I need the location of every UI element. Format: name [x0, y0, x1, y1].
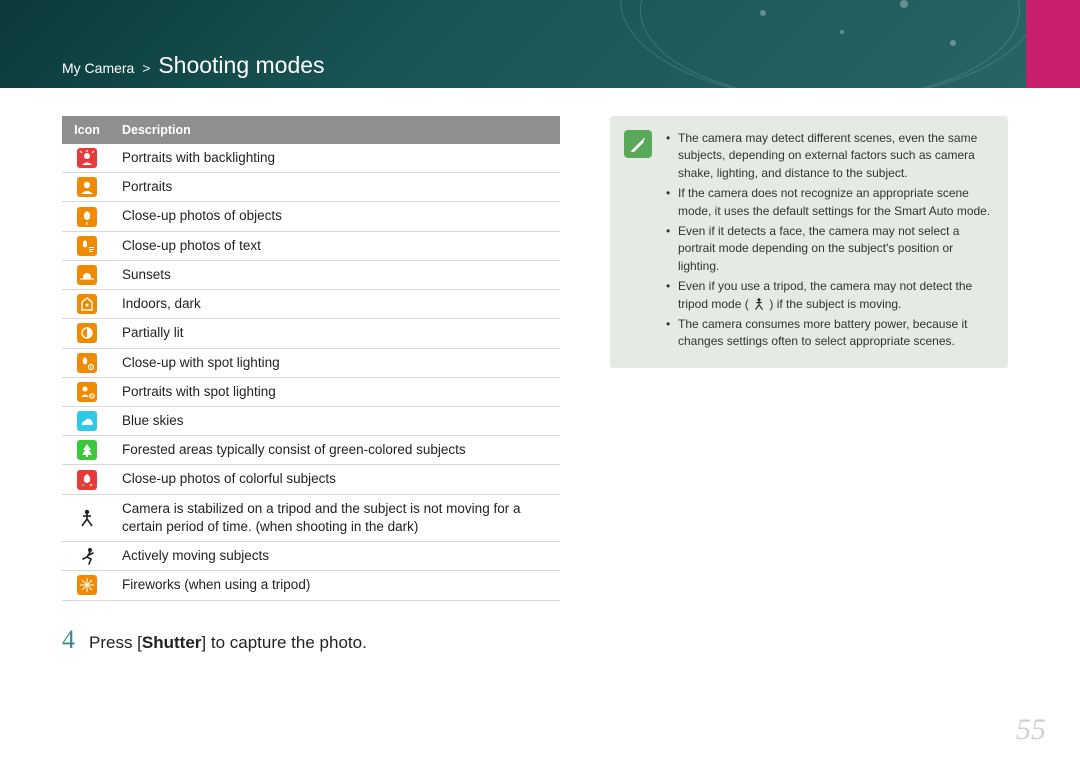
description-cell: Indoors, dark [112, 290, 560, 319]
header-decoration [640, 0, 1040, 88]
icon-cell [62, 202, 112, 231]
page-title: Shooting modes [158, 52, 324, 78]
description-cell: Fireworks (when using a tripod) [112, 571, 560, 600]
description-cell: Portraits with spot lighting [112, 377, 560, 406]
note-item: The camera may detect different scenes, … [666, 130, 992, 182]
portrait-icon [77, 177, 97, 197]
macro-color-icon [77, 470, 97, 490]
fireworks-icon [77, 575, 97, 595]
table-row: Blue skies [62, 406, 560, 435]
note-box: The camera may detect different scenes, … [610, 116, 1008, 368]
icon-cell [62, 542, 112, 571]
table-row: Close-up photos of text [62, 231, 560, 260]
icon-cell [62, 494, 112, 541]
action-icon [77, 546, 97, 566]
icon-cell [62, 406, 112, 435]
table-row: Close-up photos of colorful subjects [62, 465, 560, 494]
portrait-backlight-icon [77, 148, 97, 168]
partially-lit-icon [77, 323, 97, 343]
icon-cell [62, 465, 112, 494]
icon-cell [62, 290, 112, 319]
breadcrumb-separator: > [138, 60, 154, 76]
icon-cell [62, 436, 112, 465]
forest-icon [77, 440, 97, 460]
description-cell: Blue skies [112, 406, 560, 435]
icon-cell [62, 348, 112, 377]
icon-cell [62, 231, 112, 260]
macro-spot-icon [77, 353, 97, 373]
sunset-icon [77, 265, 97, 285]
step-text: Press [Shutter] to capture the photo. [89, 633, 367, 653]
description-cell: Forested areas typically consist of gree… [112, 436, 560, 465]
indoor-dark-icon [77, 294, 97, 314]
macro-text-icon [77, 236, 97, 256]
note-item: The camera consumes more battery power, … [666, 316, 992, 351]
step-number: 4 [62, 625, 75, 655]
tripod-icon [77, 508, 97, 528]
description-cell: Portraits [112, 173, 560, 202]
icon-cell [62, 571, 112, 600]
description-cell: Close-up with spot lighting [112, 348, 560, 377]
breadcrumb: My Camera > Shooting modes [62, 52, 325, 79]
scene-icon-table: Icon Description Portraits with backligh… [62, 116, 560, 601]
instruction-step: 4 Press [Shutter] to capture the photo. [62, 625, 560, 655]
page-number: 55 [1016, 713, 1046, 747]
note-item: If the camera does not recognize an appr… [666, 185, 992, 220]
description-cell: Portraits with backlighting [112, 144, 560, 173]
macro-object-icon [77, 207, 97, 227]
note-item: Even if you use a tripod, the camera may… [666, 278, 992, 313]
blue-sky-icon [77, 411, 97, 431]
table-row: Fireworks (when using a tripod) [62, 571, 560, 600]
icon-cell [62, 377, 112, 406]
col-header-icon: Icon [62, 116, 112, 144]
table-row: Forested areas typically consist of gree… [62, 436, 560, 465]
tripod-icon [752, 297, 766, 311]
description-cell: Partially lit [112, 319, 560, 348]
icon-cell [62, 319, 112, 348]
table-row: Close-up with spot lighting [62, 348, 560, 377]
table-row: Actively moving subjects [62, 542, 560, 571]
table-row: Camera is stabilized on a tripod and the… [62, 494, 560, 541]
icon-cell [62, 260, 112, 289]
breadcrumb-parent: My Camera [62, 60, 134, 76]
icon-cell [62, 173, 112, 202]
description-cell: Close-up photos of colorful subjects [112, 465, 560, 494]
description-cell: Actively moving subjects [112, 542, 560, 571]
description-cell: Close-up photos of objects [112, 202, 560, 231]
description-cell: Sunsets [112, 260, 560, 289]
description-cell: Camera is stabilized on a tripod and the… [112, 494, 560, 541]
page-header: My Camera > Shooting modes [0, 0, 1080, 88]
table-row: Portraits with spot lighting [62, 377, 560, 406]
table-row: Portraits with backlighting [62, 144, 560, 173]
table-row: Portraits [62, 173, 560, 202]
table-row: Close-up photos of objects [62, 202, 560, 231]
icon-cell [62, 144, 112, 173]
col-header-description: Description [112, 116, 560, 144]
note-item: Even if it detects a face, the camera ma… [666, 223, 992, 275]
table-row: Sunsets [62, 260, 560, 289]
pen-note-icon [624, 130, 652, 158]
portrait-spot-icon [77, 382, 97, 402]
header-accent-bar [1026, 0, 1080, 88]
description-cell: Close-up photos of text [112, 231, 560, 260]
note-list: The camera may detect different scenes, … [666, 130, 992, 354]
table-row: Indoors, dark [62, 290, 560, 319]
table-row: Partially lit [62, 319, 560, 348]
